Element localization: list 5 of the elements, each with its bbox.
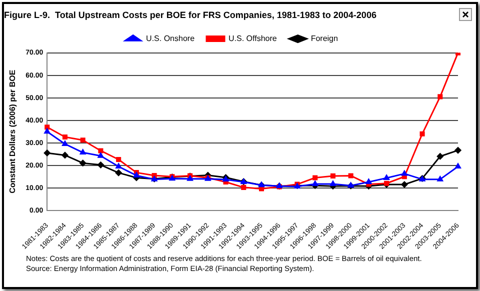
legend-label: U.S. Onshore <box>146 34 196 44</box>
chart-title: Figure L-9. Total Upstream Costs per BOE for FRS Companies, 1981-1983 to 2004-2006 <box>4 10 376 20</box>
legend-label: Foreign <box>310 34 338 44</box>
legend-label: U.S. Offshore <box>228 34 278 44</box>
y-axis-title: Constant Dollars (2006) per BOE <box>8 69 18 194</box>
